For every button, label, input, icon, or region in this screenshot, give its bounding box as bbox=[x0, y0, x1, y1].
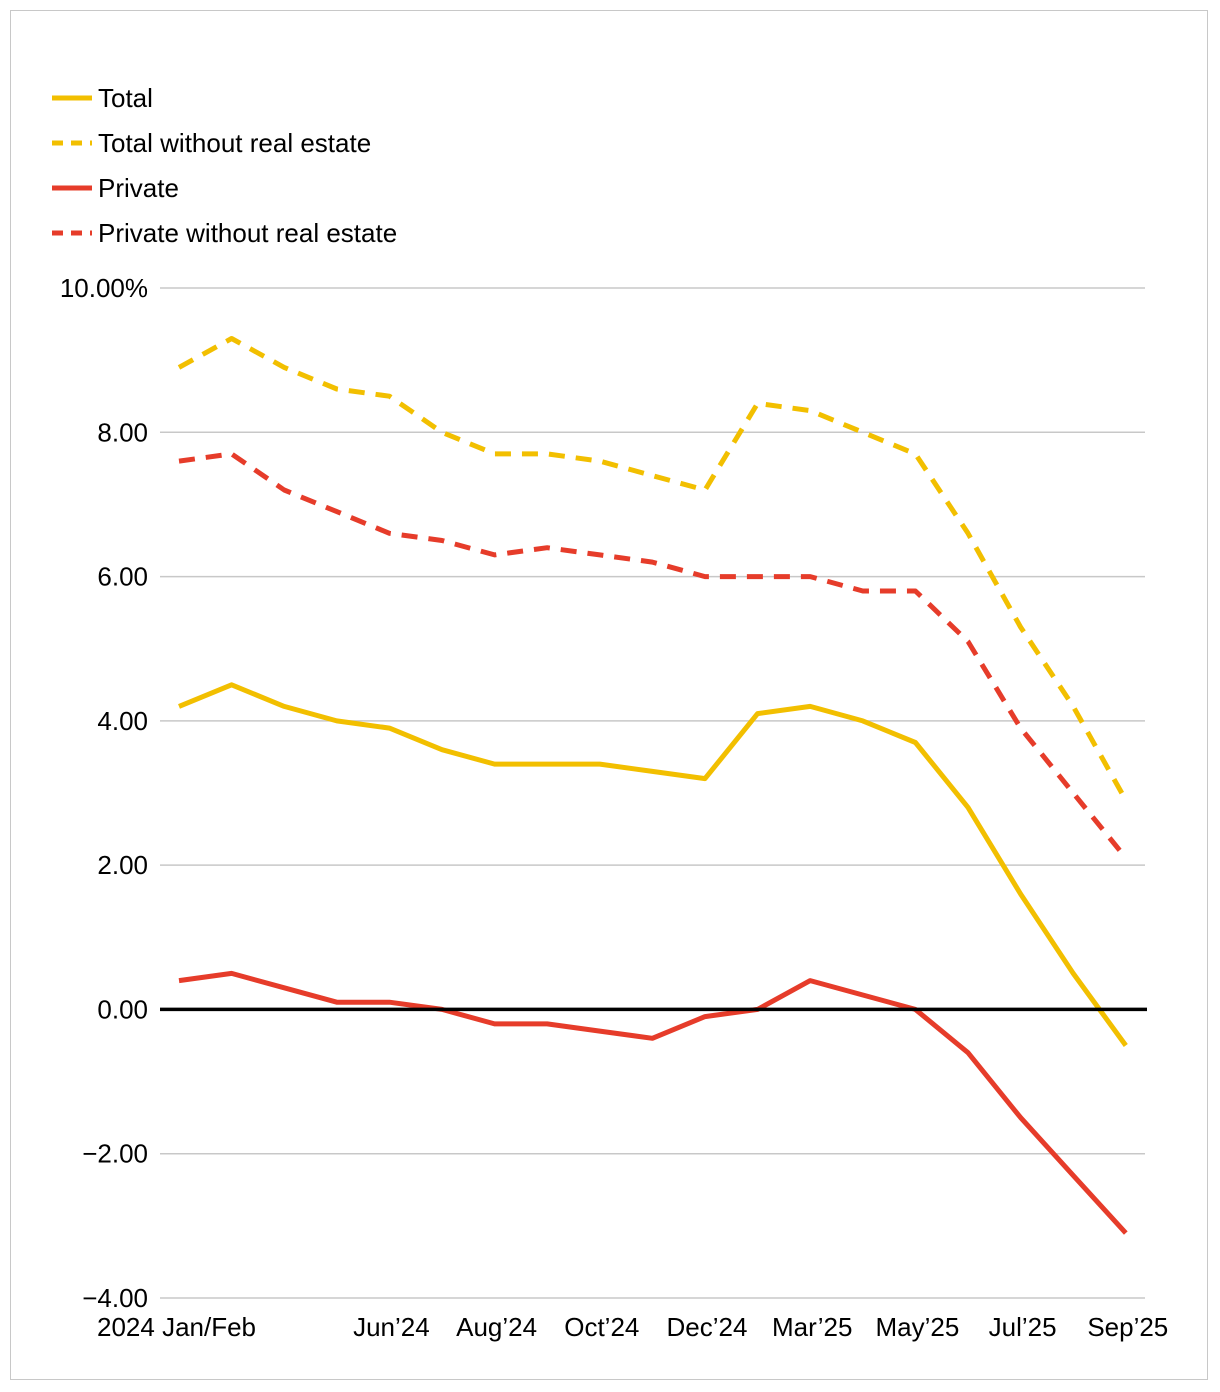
series-line-total-without-real-estate bbox=[177, 336, 1128, 802]
legend-label: Private bbox=[98, 173, 179, 203]
x-axis-tick-labels: 2024 Jan/Feb Jun’24 Aug’24 Oct’24 Dec’24 Mar’… bbox=[97, 1312, 1168, 1342]
x-tick-label: Oct’24 bbox=[564, 1312, 639, 1342]
legend-label: Total bbox=[98, 83, 153, 113]
y-tick-label: 6.00 bbox=[97, 562, 148, 592]
x-tick-label: Dec’24 bbox=[667, 1312, 748, 1342]
legend-item: Total without real estate bbox=[52, 128, 371, 158]
y-tick-label: 4.00 bbox=[97, 706, 148, 736]
legend-label: Private without real estate bbox=[98, 218, 397, 248]
y-tick-label: −2.00 bbox=[82, 1139, 148, 1169]
x-tick-label: Mar’25 bbox=[772, 1312, 852, 1342]
y-tick-label: −4.00 bbox=[82, 1283, 148, 1313]
x-tick-label: Sep’25 bbox=[1087, 1312, 1168, 1342]
legend-item: Private without real estate bbox=[52, 218, 397, 248]
legend-item: Total bbox=[52, 83, 153, 113]
y-tick-label: 0.00 bbox=[97, 994, 148, 1024]
y-axis-tick-labels: 10.00% 8.00 6.00 4.00 2.00 0.00 −2.00 −4.00 bbox=[60, 273, 148, 1313]
x-tick-label: May’25 bbox=[875, 1312, 959, 1342]
grid-lines bbox=[160, 287, 1145, 1299]
series-line-total bbox=[178, 682, 1128, 1047]
legend: Total Total without real estate Private Pri… bbox=[52, 83, 397, 248]
x-tick-label: Jun’24 bbox=[353, 1312, 430, 1342]
x-tick-label: Jul’25 bbox=[989, 1312, 1057, 1342]
x-tick-label: Aug’24 bbox=[456, 1312, 537, 1342]
x-tick-label: 2024 Jan/Feb bbox=[97, 1312, 256, 1342]
legend-label: Total without real estate bbox=[98, 128, 371, 158]
series-lines bbox=[177, 336, 1128, 1235]
y-tick-label: 10.00% bbox=[60, 273, 148, 303]
series-line-private bbox=[178, 970, 1128, 1235]
series-line-private-without-real-estate bbox=[178, 451, 1128, 860]
y-tick-label: 2.00 bbox=[97, 850, 148, 880]
legend-item: Private bbox=[52, 173, 179, 203]
y-tick-label: 8.00 bbox=[97, 417, 148, 447]
